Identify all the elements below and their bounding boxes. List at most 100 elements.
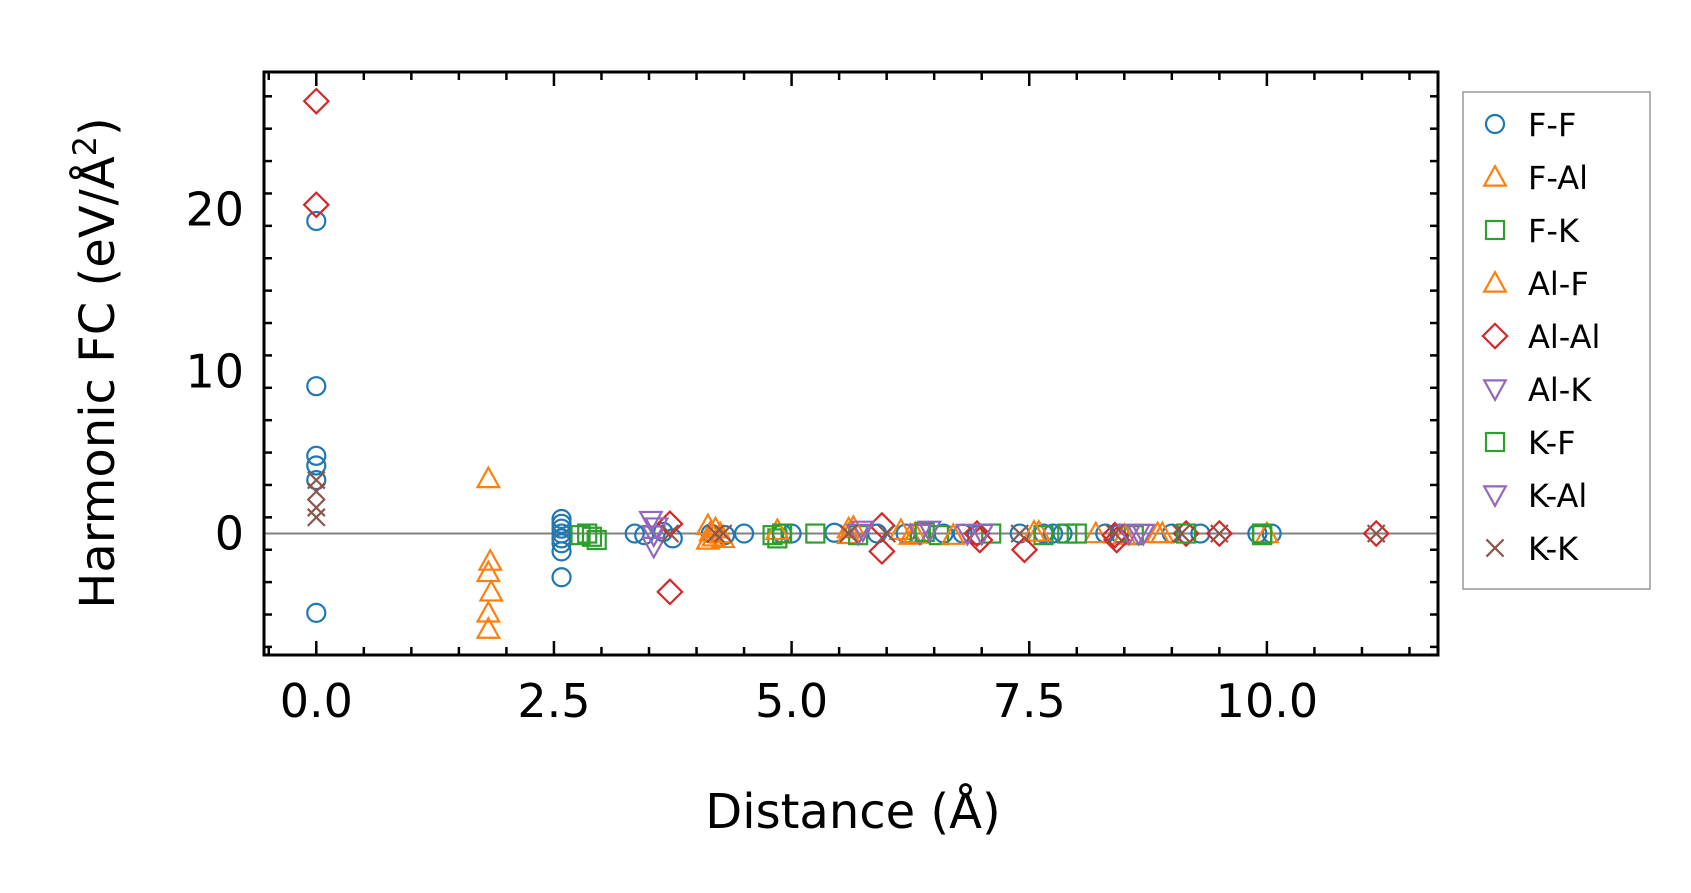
legend-marker bbox=[1482, 269, 1508, 293]
data-point bbox=[570, 525, 591, 546]
data-point bbox=[551, 508, 572, 530]
legend-entry-al-k: Al-K bbox=[1482, 371, 1592, 409]
legend-entry-f-k: F-K bbox=[1484, 212, 1580, 250]
data-point bbox=[660, 524, 680, 543]
data-point bbox=[475, 465, 502, 489]
plot-frame bbox=[262, 70, 1440, 657]
data-point bbox=[581, 526, 603, 547]
data-point bbox=[1010, 524, 1030, 543]
data-point bbox=[656, 578, 684, 606]
data-point bbox=[805, 523, 826, 544]
data-point bbox=[577, 523, 598, 544]
data-point bbox=[764, 517, 790, 541]
x-tick-label: 5.0 bbox=[755, 674, 828, 728]
data-point bbox=[1149, 520, 1175, 544]
series-k-k bbox=[306, 470, 1386, 543]
data-point bbox=[624, 523, 645, 544]
legend-entry-f-f: F-F bbox=[1484, 106, 1576, 144]
series-k-al bbox=[643, 517, 1152, 547]
data-point bbox=[551, 567, 572, 588]
legend-entry-f-al: F-Al bbox=[1482, 159, 1588, 197]
data-point bbox=[771, 523, 793, 544]
legend-label: F-K bbox=[1528, 212, 1580, 250]
data-point bbox=[868, 537, 896, 566]
data-point bbox=[963, 519, 991, 548]
legend-marker bbox=[1484, 431, 1506, 453]
data-point bbox=[306, 376, 327, 397]
x-tick-label: 0.0 bbox=[280, 674, 353, 728]
x-tick-label: 2.5 bbox=[517, 674, 590, 728]
x-tick-label: 7.5 bbox=[993, 674, 1066, 728]
series-al-k bbox=[638, 510, 1156, 560]
legend-marker bbox=[1485, 538, 1505, 558]
data-point bbox=[1033, 525, 1054, 546]
legend-label: Al-F bbox=[1528, 265, 1589, 303]
legend-marker bbox=[1484, 219, 1506, 241]
data-point bbox=[638, 510, 664, 534]
data-point bbox=[695, 526, 721, 550]
data-point bbox=[845, 523, 871, 547]
legend-entry-al-f: Al-F bbox=[1482, 265, 1589, 303]
data-point bbox=[641, 536, 667, 560]
data-point bbox=[916, 520, 943, 544]
y-axis-label-main: Harmonic FC (eV/Å bbox=[69, 156, 126, 609]
data-point bbox=[969, 523, 995, 547]
legend: F-F F-Al F-K Al-F Al-Al Al-K K-F K-Al K-K bbox=[1462, 91, 1651, 590]
y-axis-label-close: ) bbox=[70, 117, 126, 136]
data-point bbox=[1205, 519, 1234, 548]
data-points bbox=[302, 87, 1390, 639]
data-point bbox=[477, 548, 503, 571]
legend-marker bbox=[1482, 485, 1508, 509]
axis-ticks bbox=[264, 72, 1438, 655]
data-point bbox=[1021, 518, 1047, 542]
data-point bbox=[1105, 524, 1125, 543]
legend-label: Al-K bbox=[1528, 371, 1592, 409]
data-point bbox=[1362, 519, 1390, 548]
data-point bbox=[902, 520, 928, 544]
data-point bbox=[475, 559, 502, 583]
y-tick-label: 0 bbox=[215, 507, 244, 561]
data-point bbox=[877, 524, 896, 543]
data-point bbox=[475, 616, 502, 639]
plot-area bbox=[264, 72, 1438, 655]
data-point bbox=[839, 524, 858, 543]
legend-label: Al-Al bbox=[1528, 318, 1600, 356]
data-point bbox=[306, 455, 327, 476]
data-point bbox=[1010, 536, 1039, 564]
y-axis-label-superscript: 2 bbox=[66, 136, 104, 156]
data-point bbox=[551, 513, 572, 534]
data-point bbox=[306, 602, 327, 623]
data-point bbox=[641, 525, 667, 549]
data-point bbox=[706, 524, 725, 543]
data-point bbox=[1175, 523, 1197, 544]
legend-entry-k-f: K-F bbox=[1484, 424, 1576, 462]
x-axis-label: Distance (Å) bbox=[705, 783, 1000, 840]
y-axis-label: Harmonic FC (eV/Å2) bbox=[66, 117, 126, 609]
data-point bbox=[475, 599, 502, 623]
data-point bbox=[306, 482, 326, 501]
data-point bbox=[954, 523, 981, 547]
data-point bbox=[306, 470, 327, 491]
series-k-f bbox=[577, 521, 1273, 544]
data-point bbox=[713, 524, 733, 543]
data-point bbox=[1252, 523, 1273, 544]
data-point bbox=[306, 498, 326, 517]
legend-label: K-Al bbox=[1528, 477, 1587, 515]
y-tick-label: 10 bbox=[185, 345, 244, 399]
y-tick-label: 20 bbox=[185, 183, 244, 237]
legend-entry-k-al: K-Al bbox=[1482, 477, 1587, 515]
tick-labels: 0.0 2.5 5.0 7.5 10.0 0 10 20 bbox=[185, 183, 1318, 728]
legend-label: F-F bbox=[1528, 106, 1576, 144]
data-point bbox=[656, 510, 684, 538]
data-point bbox=[302, 87, 330, 115]
data-point bbox=[1366, 524, 1386, 543]
legend-marker bbox=[1481, 322, 1509, 350]
data-point bbox=[940, 522, 966, 545]
data-point bbox=[1083, 520, 1109, 544]
data-point bbox=[1190, 523, 1211, 544]
data-point bbox=[850, 520, 876, 544]
legend-label: K-F bbox=[1528, 424, 1576, 462]
legend-marker bbox=[1482, 163, 1508, 187]
data-point bbox=[478, 578, 504, 602]
